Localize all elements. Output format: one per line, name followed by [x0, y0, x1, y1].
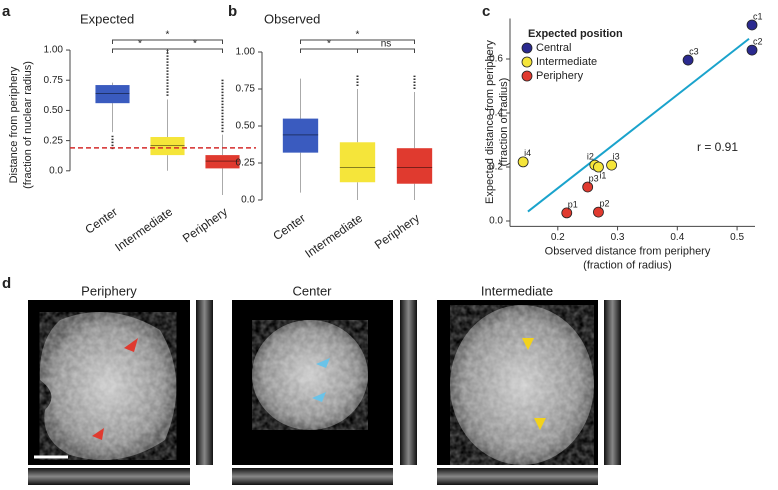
x-axis-label: Observed distance from periphery	[545, 245, 711, 257]
point	[606, 159, 617, 171]
x-tick-label: 0.4	[670, 232, 684, 243]
fit-line	[527, 37, 750, 213]
box	[205, 155, 240, 169]
significance: *	[138, 39, 142, 50]
y-tick-label: 0.25	[236, 158, 256, 169]
point	[746, 44, 758, 56]
legend-label: Periphery	[536, 70, 584, 82]
significance: *	[327, 39, 331, 50]
y-axis-label: (fraction of radius)	[498, 78, 510, 167]
y-axis-label: Expected distance from periphery	[484, 40, 496, 204]
image-title: Center	[292, 283, 332, 298]
y-axis-label: (fraction of nuclear radius)	[22, 61, 34, 189]
y-tick-label: 1.00	[236, 47, 256, 58]
significance: ns	[381, 39, 392, 50]
x-tick-label: Center	[270, 211, 308, 243]
y-tick-label: 1.00	[44, 45, 64, 56]
y-tick-label: 0.75	[236, 84, 256, 95]
point	[561, 207, 573, 219]
point-label: i1	[599, 170, 606, 180]
box	[339, 142, 376, 183]
point-label: p3	[589, 173, 599, 183]
x-axis-label: (fraction of radius)	[583, 259, 672, 271]
box	[282, 118, 319, 153]
x-tick-label: 0.2	[551, 232, 565, 243]
panel-letter: b	[228, 3, 237, 20]
box	[95, 85, 130, 104]
y-tick-label: 0.25	[44, 135, 64, 146]
point	[582, 181, 594, 193]
point	[746, 19, 758, 31]
y-tick-label: 0.50	[236, 121, 256, 132]
panel-title: Observed	[264, 11, 320, 26]
point-label: c1	[753, 11, 763, 21]
point-label: c3	[689, 46, 699, 56]
x-tick-label: Intermediate	[112, 204, 175, 254]
panel-letter: a	[2, 3, 11, 20]
point-label: p2	[599, 198, 609, 208]
point-label: c2	[753, 36, 763, 46]
bracket	[300, 39, 415, 44]
legend-label: Central	[536, 42, 571, 54]
panel-letter: c	[482, 3, 490, 20]
x-tick-label: 0.5	[730, 232, 744, 243]
bracket	[357, 48, 415, 53]
y-tick-label: 0.2	[489, 162, 503, 173]
y-tick-label: 0.50	[44, 105, 64, 116]
panel-letter: d	[2, 275, 11, 292]
point-label: p1	[568, 199, 578, 209]
significance: *	[356, 30, 360, 41]
y-tick-label: 0.6	[489, 54, 503, 65]
legend-marker	[521, 42, 533, 54]
micrographs	[28, 300, 621, 485]
point	[517, 156, 529, 168]
y-tick-label: 0.0	[49, 165, 63, 176]
point-label: i4	[524, 148, 531, 158]
x-tick-label: Periphery	[372, 211, 422, 252]
y-tick-label: 0.4	[489, 108, 503, 119]
box	[396, 148, 433, 184]
y-tick-label: 0.75	[44, 75, 64, 86]
point-label: i2	[587, 151, 594, 161]
bracket	[167, 48, 223, 53]
image-title: Intermediate	[481, 283, 553, 298]
point	[593, 206, 604, 218]
bracket	[112, 39, 223, 44]
point-label: i3	[613, 151, 620, 161]
legend-marker	[521, 56, 533, 68]
y-axis-label: Distance from periphery	[8, 66, 20, 183]
point	[593, 161, 604, 173]
legend-title: Expected position	[528, 28, 623, 40]
x-tick-label: 0.3	[611, 232, 625, 243]
x-tick-label: Center	[82, 205, 120, 237]
x-tick-label: Periphery	[180, 205, 230, 246]
annotation: r = 0.91	[697, 140, 738, 154]
significance: *	[166, 30, 170, 41]
y-tick-label: 0.0	[241, 195, 255, 206]
y-tick-label: 0.0	[489, 216, 503, 227]
image-title: Periphery	[81, 283, 137, 298]
box	[150, 136, 185, 156]
point	[682, 54, 694, 66]
significance: *	[193, 39, 197, 50]
panel-title: Expected	[80, 11, 134, 26]
legend-marker	[521, 70, 533, 82]
x-tick-label: Intermediate	[302, 211, 365, 261]
legend-label: Intermediate	[536, 56, 597, 68]
